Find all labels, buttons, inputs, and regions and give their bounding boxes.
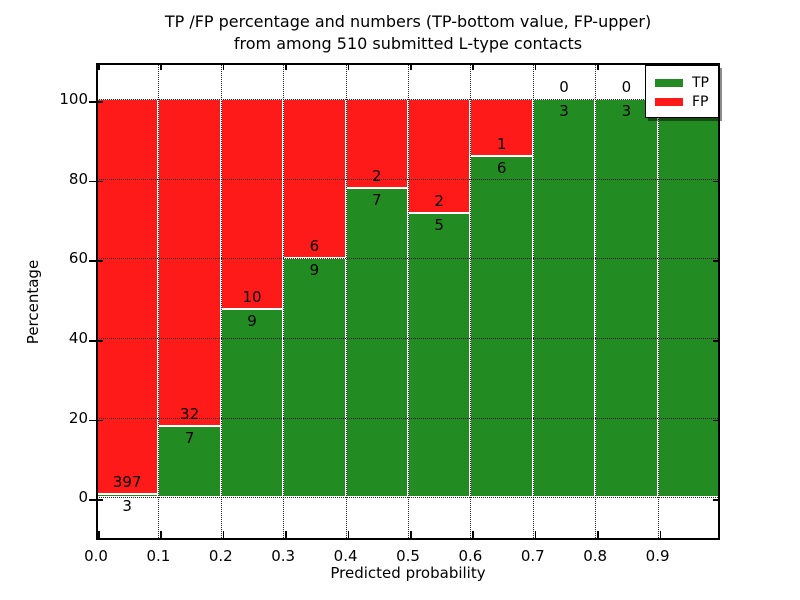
x-tick-label: 0.6 <box>458 547 483 565</box>
legend: TP FP <box>645 65 719 118</box>
legend-label: FP <box>692 93 709 110</box>
x-tick-label: 0.1 <box>146 547 171 565</box>
y-tick-label: 40 <box>68 329 88 348</box>
tp-count-label: 3 <box>559 102 569 121</box>
tp-count-label: 5 <box>434 215 444 234</box>
tp-count-label: 7 <box>184 428 195 447</box>
fp-count-label: 2 <box>372 166 382 185</box>
legend-row: FP <box>655 93 709 110</box>
x-tickmark-bottom <box>534 531 537 538</box>
y-tick-label: 100 <box>59 90 88 109</box>
chart-title-line1: TP /FP percentage and numbers (TP-bottom… <box>164 12 652 31</box>
legend-swatch-tp-icon <box>655 78 683 87</box>
y-tickmark-left-out <box>89 260 96 262</box>
x-tickmark-top <box>410 65 412 70</box>
x-tickmark-bottom <box>347 531 350 538</box>
x-tick-label: 0.3 <box>271 547 296 565</box>
bar-fp <box>96 99 159 495</box>
x-tickmark-top <box>534 65 537 70</box>
x-tickmark-top <box>98 65 100 70</box>
y-tick-label: 0 <box>78 488 88 507</box>
x-tick-label: 0.2 <box>208 547 233 565</box>
fp-count-label: 397 <box>112 473 142 492</box>
tp-count-label: 9 <box>309 261 320 280</box>
gridline-vertical <box>595 63 597 540</box>
bar-tp <box>220 308 284 498</box>
tp-count-label: 9 <box>247 311 257 330</box>
gridline-vertical <box>470 63 472 540</box>
fp-count-label: 32 <box>180 404 200 423</box>
x-tickmark-top <box>222 65 225 70</box>
bar-fp <box>220 99 284 309</box>
legend-label: TP <box>692 74 709 91</box>
gridline-vertical <box>220 63 222 540</box>
bar-fp <box>283 99 346 259</box>
bar-tp <box>408 212 471 498</box>
bar-fp <box>158 99 221 426</box>
gridline-vertical <box>532 63 534 540</box>
fp-count-label: 2 <box>434 191 444 210</box>
chart-title: TP /FP percentage and numbers (TP-bottom… <box>96 11 720 55</box>
x-tick-label: 0.7 <box>520 547 545 565</box>
y-tickmark-right-in <box>713 499 718 501</box>
x-tickmark-top <box>160 65 162 70</box>
fp-count-label: 10 <box>242 287 262 306</box>
y-tick-label: 60 <box>68 249 88 268</box>
y-tick-label: 80 <box>68 169 88 188</box>
bar-tp <box>595 99 658 498</box>
gridline-vertical <box>283 63 285 540</box>
x-tick-label: 0.5 <box>396 547 420 565</box>
legend-row: TP <box>655 74 709 91</box>
y-tick-label: 20 <box>68 408 88 427</box>
legend-swatch-fp-icon <box>655 97 683 106</box>
bar-tp <box>470 156 533 498</box>
tp-count-label: 3 <box>122 497 132 516</box>
x-tick-label: 0.8 <box>583 547 608 565</box>
bar-tp <box>283 258 346 498</box>
x-tickmark-top <box>285 65 287 70</box>
bar-tp <box>345 187 408 498</box>
gridline-vertical <box>657 63 659 540</box>
x-tickmark-bottom <box>597 531 599 538</box>
x-tickmark-top <box>472 65 474 70</box>
x-tickmark-bottom <box>160 531 162 538</box>
x-tick-label: 0.4 <box>333 547 358 565</box>
fp-count-label: 1 <box>496 135 507 154</box>
x-tickmark-bottom <box>659 531 662 538</box>
gridline-vertical <box>345 63 347 540</box>
bar-fp <box>470 99 533 157</box>
x-tickmark-bottom <box>98 531 100 538</box>
x-tickmark-bottom <box>285 531 287 538</box>
fp-count-label: 0 <box>621 78 632 97</box>
tp-count-label: 6 <box>496 159 507 178</box>
y-tickmark-left-out <box>89 499 96 501</box>
x-tick-label: 0.9 <box>645 547 670 565</box>
fp-count-label: 6 <box>309 237 320 256</box>
gridline-vertical <box>408 63 409 540</box>
y-tickmark-left-out <box>89 419 96 422</box>
y-tickmark-left-out <box>89 340 96 342</box>
bar-tp <box>532 99 596 498</box>
x-tickmark-bottom <box>222 531 225 538</box>
x-tickmark-bottom <box>410 531 412 538</box>
fp-count-label: 0 <box>559 78 569 97</box>
bar-fp <box>345 99 408 188</box>
bar-fp <box>408 99 471 213</box>
gridline-vertical <box>158 63 160 540</box>
tp-count-label: 3 <box>621 102 632 121</box>
y-tickmark-left-out <box>89 180 96 183</box>
x-tick-label: 0.0 <box>84 547 108 565</box>
x-tickmark-top <box>597 65 599 70</box>
x-tickmark-top <box>347 65 350 70</box>
y-tickmark-left-out <box>89 101 96 103</box>
bar-tp <box>657 99 720 498</box>
x-axis-label: Predicted probability <box>330 564 486 582</box>
x-tickmark-bottom <box>472 531 474 538</box>
tp-count-label: 7 <box>372 190 382 209</box>
chart-title-line2: from among 510 submitted L-type contacts <box>233 34 583 53</box>
